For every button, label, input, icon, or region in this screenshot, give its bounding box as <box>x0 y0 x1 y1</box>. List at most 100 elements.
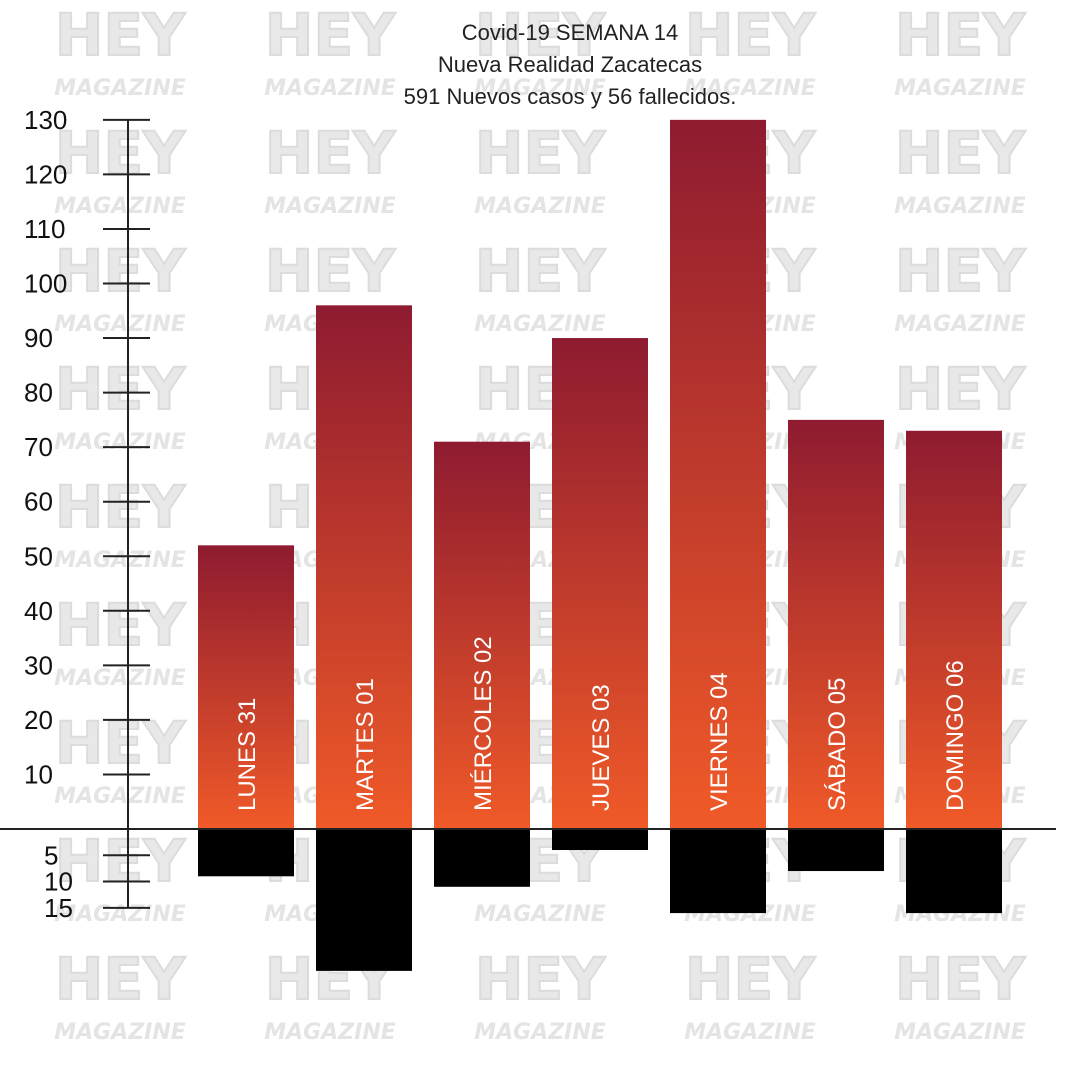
watermark-tile: HEY MAGAZINE <box>894 944 1027 1045</box>
y-tick-label-pos-8: 90 <box>24 323 53 353</box>
watermark-bottom-6: MAGAZINE <box>264 194 396 219</box>
bar-deaths-1 <box>316 829 412 971</box>
bar-deaths-3 <box>552 829 648 851</box>
y-tick-label-pos-7: 80 <box>24 378 53 408</box>
y-tick-label-pos-3: 40 <box>24 596 53 626</box>
y-tick-label-pos-4: 50 <box>24 541 53 571</box>
watermark-bottom-20: MAGAZINE <box>54 548 186 573</box>
watermark-tile: HEY MAGAZINE <box>264 944 397 1045</box>
y-tick-label-neg-2: 15 <box>44 893 73 923</box>
watermark-tile: HEY MAGAZINE <box>894 0 1027 101</box>
bar-cases-0 <box>198 545 294 829</box>
watermark-tile: HEY MAGAZINE <box>54 236 187 337</box>
watermark-top-12: HEY <box>475 237 606 305</box>
title-line-1: Covid-19 SEMANA 14 <box>462 20 678 45</box>
watermark-top-14: HEY <box>895 237 1026 305</box>
watermark-tile: HEY MAGAZINE <box>474 236 607 337</box>
watermark-bottom-15: MAGAZINE <box>54 430 186 455</box>
watermark-top-35: HEY <box>55 827 186 895</box>
y-tick-label-pos-11: 120 <box>24 159 67 189</box>
watermark-top-5: HEY <box>55 119 186 187</box>
watermark-top-42: HEY <box>475 945 606 1013</box>
bar-deaths-5 <box>788 829 884 872</box>
y-tick-label-pos-10: 110 <box>24 214 65 244</box>
watermark-bottom-9: MAGAZINE <box>894 194 1026 219</box>
bar-cases-6 <box>906 430 1002 829</box>
watermark-bottom-35: MAGAZINE <box>54 902 186 927</box>
watermark-top-20: HEY <box>55 473 186 541</box>
y-tick-label-pos-5: 60 <box>24 487 53 517</box>
chart-title: Covid-19 SEMANA 14 Nueva Realidad Zacate… <box>404 20 737 109</box>
bar-deaths-6 <box>906 829 1002 914</box>
watermark-tile: HEY MAGAZINE <box>684 944 817 1045</box>
bar-deaths-2 <box>434 829 530 887</box>
watermark-top-41: HEY <box>265 945 396 1013</box>
watermark-top-19: HEY <box>895 355 1026 423</box>
bar-label-5: SÁBADO 05 <box>824 678 851 811</box>
watermark-bottom-7: MAGAZINE <box>474 194 606 219</box>
watermark-tile: HEY MAGAZINE <box>54 708 187 809</box>
bar-deaths-4 <box>670 829 766 914</box>
bar-label-0: LUNES 31 <box>234 698 261 811</box>
watermark-tile: HEY MAGAZINE <box>474 118 607 219</box>
watermark-bottom-10: MAGAZINE <box>54 312 186 337</box>
bar-label-2: MIÉRCOLES 02 <box>470 636 497 811</box>
watermark-tile: HEY MAGAZINE <box>474 944 607 1045</box>
bar-label-1: MARTES 01 <box>352 678 379 811</box>
bar-label-4: VIERNES 04 <box>706 672 733 811</box>
watermark-tile: HEY MAGAZINE <box>684 0 817 101</box>
watermark-bottom-12: MAGAZINE <box>474 312 606 337</box>
watermark-top-3: HEY <box>685 1 816 69</box>
watermark-tile: HEY MAGAZINE <box>54 0 187 101</box>
bar-label-6: DOMINGO 06 <box>942 660 969 811</box>
bars-layer: LUNES 31 MARTES 01 MIÉRCOLES 02 JUEVES 03 VI… <box>198 119 1002 971</box>
y-tick-label-pos-2: 30 <box>24 650 53 680</box>
y-tick-label-pos-12: 130 <box>24 105 67 135</box>
watermark-top-11: HEY <box>265 237 396 305</box>
watermark-tile: HEY MAGAZINE <box>54 472 187 573</box>
watermark-top-44: HEY <box>895 945 1026 1013</box>
watermark-top-10: HEY <box>55 237 186 305</box>
y-tick-label-pos-6: 70 <box>24 432 53 462</box>
watermark-tile: HEY MAGAZINE <box>894 118 1027 219</box>
bar-cases-4 <box>670 119 766 830</box>
y-tick-label-pos-0: 10 <box>24 759 53 789</box>
watermark-bottom-43: MAGAZINE <box>684 1020 816 1045</box>
watermark-top-4: HEY <box>895 1 1026 69</box>
watermark-top-1: HEY <box>265 1 396 69</box>
watermark-top-15: HEY <box>55 355 186 423</box>
watermark-bottom-14: MAGAZINE <box>894 312 1026 337</box>
watermark-top-43: HEY <box>685 945 816 1013</box>
watermark-top-6: HEY <box>265 119 396 187</box>
watermark-top-25: HEY <box>55 591 186 659</box>
watermark-tile: HEY MAGAZINE <box>894 236 1027 337</box>
y-tick-label-neg-1: 10 <box>44 867 73 897</box>
watermark-bottom-2: MAGAZINE <box>474 76 606 101</box>
watermark-bottom-0: MAGAZINE <box>54 76 186 101</box>
watermark-tile: HEY MAGAZINE <box>474 0 607 101</box>
bar-cases-1 <box>316 305 412 829</box>
watermark-bottom-4: MAGAZINE <box>894 76 1026 101</box>
watermark-tile: HEY MAGAZINE <box>54 826 187 927</box>
bar-cases-2 <box>434 441 530 829</box>
bar-label-3: JUEVES 03 <box>588 684 615 811</box>
watermark-tile: HEY MAGAZINE <box>54 118 187 219</box>
watermark-bottom-40: MAGAZINE <box>54 1020 186 1045</box>
watermark-tile: HEY MAGAZINE <box>54 590 187 691</box>
title-line-3: 591 Nuevos casos y 56 fallecidos. <box>404 84 737 109</box>
bar-cases-3 <box>552 338 648 829</box>
watermark-bottom-3: MAGAZINE <box>684 76 816 101</box>
watermark-bottom-42: MAGAZINE <box>474 1020 606 1045</box>
watermark-tile: HEY MAGAZINE <box>54 944 187 1045</box>
watermark-tile: HEY MAGAZINE <box>54 354 187 455</box>
watermark-bottom-1: MAGAZINE <box>264 76 396 101</box>
watermark-bottom-30: MAGAZINE <box>54 784 186 809</box>
watermark-bottom-44: MAGAZINE <box>894 1020 1026 1045</box>
bar-cases-5 <box>788 419 884 829</box>
y-tick-label-pos-1: 20 <box>24 705 53 735</box>
watermark-top-40: HEY <box>55 945 186 1013</box>
watermark-top-0: HEY <box>55 1 186 69</box>
watermark-bottom-25: MAGAZINE <box>54 666 186 691</box>
watermark-bottom-41: MAGAZINE <box>264 1020 396 1045</box>
watermark-tile: HEY MAGAZINE <box>264 118 397 219</box>
